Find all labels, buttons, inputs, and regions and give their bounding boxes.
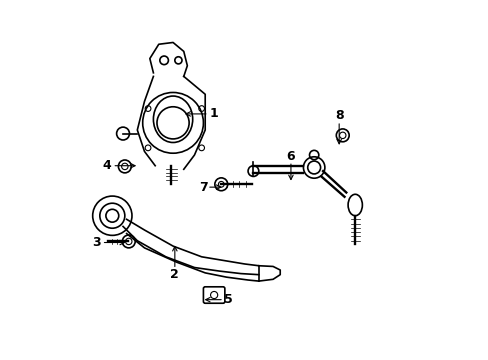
Text: 8: 8 xyxy=(334,109,343,122)
Text: 6: 6 xyxy=(286,150,295,163)
Text: 4: 4 xyxy=(102,159,111,172)
Text: 7: 7 xyxy=(199,181,207,194)
Text: 1: 1 xyxy=(209,107,218,120)
Text: 2: 2 xyxy=(170,268,179,281)
Text: 5: 5 xyxy=(224,293,232,306)
Text: 3: 3 xyxy=(92,236,101,249)
